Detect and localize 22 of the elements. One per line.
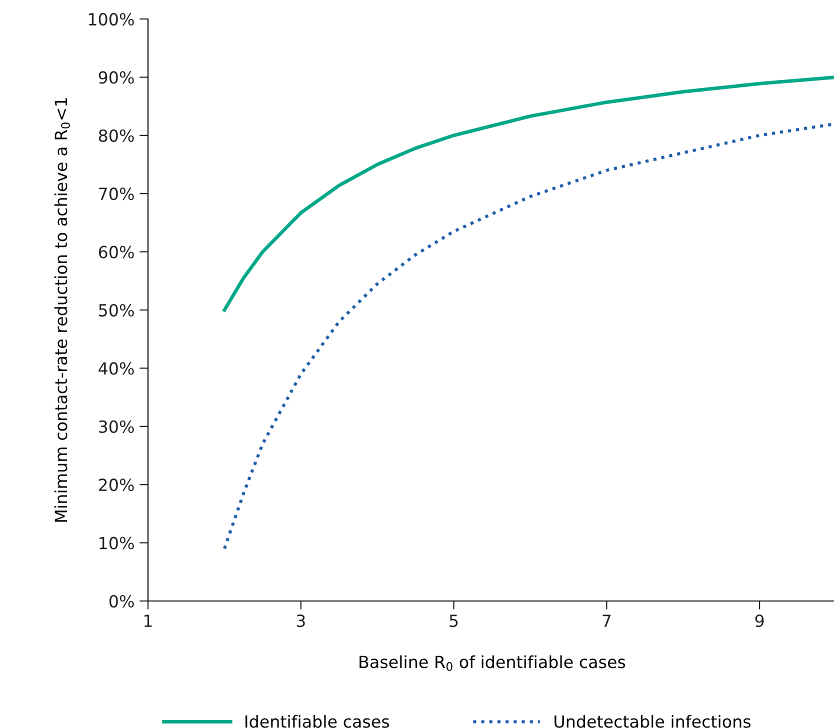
x-tick-label: 9 — [755, 614, 764, 628]
x-axis-title: Baseline R$_{0}$ of identifiable cases — [360, 655, 626, 671]
y-tick-label: 50% — [99, 304, 134, 317]
y-tick-label: 100% — [88, 12, 134, 26]
line-series — [222, 76, 834, 312]
y-tick-label: 70% — [99, 188, 134, 200]
y-tick-label: 0% — [109, 594, 134, 608]
line-series — [222, 122, 834, 550]
y-tick-label: 30% — [99, 420, 134, 433]
x-tick-label: 3 — [296, 614, 305, 628]
x-tick-label: 7 — [602, 614, 611, 627]
y-tick-label: 10% — [100, 536, 134, 550]
y-tick-label: 20% — [98, 478, 134, 492]
x-tick-label: 5 — [450, 614, 458, 628]
y-tick-label: 60% — [98, 246, 134, 258]
legend-label: Identifiable cases — [246, 714, 390, 728]
legend-label: Undetectable infections — [554, 714, 750, 728]
x-tick-label: 1 — [144, 614, 152, 627]
y-tick-label: 90% — [98, 71, 134, 84]
y-tick-label: 80% — [98, 129, 134, 142]
y-tick-label: 40% — [98, 362, 134, 375]
y-axis-title: Minimum contact-rate reduction to achieve a R$_{0}$<1 — [54, 98, 70, 522]
